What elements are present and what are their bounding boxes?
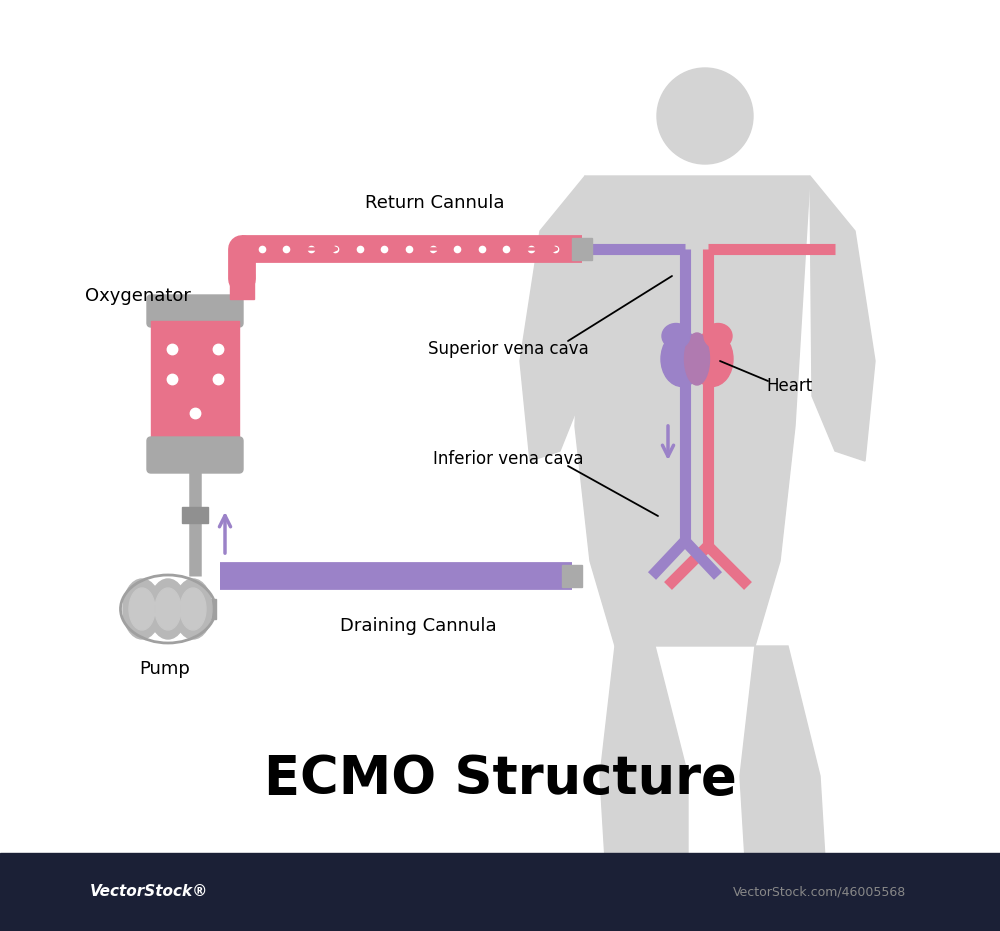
Bar — [230, 274, 254, 299]
Polygon shape — [575, 176, 810, 646]
Ellipse shape — [691, 331, 733, 386]
Bar — [151, 321, 239, 443]
Ellipse shape — [704, 323, 732, 348]
Text: Draining Cannula: Draining Cannula — [340, 617, 496, 635]
Text: Pump: Pump — [140, 660, 190, 678]
Bar — [182, 507, 208, 523]
Text: ECMO Structure: ECMO Structure — [264, 753, 736, 805]
Ellipse shape — [155, 588, 181, 630]
FancyBboxPatch shape — [562, 565, 582, 587]
FancyBboxPatch shape — [147, 295, 243, 327]
Ellipse shape — [684, 333, 710, 385]
Bar — [0, 853, 1000, 931]
Ellipse shape — [123, 579, 161, 639]
Ellipse shape — [129, 588, 155, 630]
Text: VectorStock.com/46005568: VectorStock.com/46005568 — [733, 885, 907, 898]
Polygon shape — [810, 176, 875, 461]
Polygon shape — [740, 646, 825, 871]
Ellipse shape — [174, 579, 212, 639]
Bar — [188, 599, 216, 619]
Ellipse shape — [662, 323, 690, 348]
Text: Return Cannula: Return Cannula — [365, 194, 505, 212]
Text: VectorStock®: VectorStock® — [90, 884, 208, 899]
Ellipse shape — [180, 588, 206, 630]
Text: Inferior vena cava: Inferior vena cava — [433, 450, 583, 468]
Polygon shape — [600, 646, 688, 871]
Ellipse shape — [149, 579, 187, 639]
Text: Oxygenator: Oxygenator — [85, 287, 191, 305]
Text: Heart: Heart — [767, 377, 813, 395]
Polygon shape — [520, 176, 585, 461]
FancyBboxPatch shape — [147, 437, 243, 473]
Circle shape — [657, 68, 753, 164]
Ellipse shape — [661, 331, 703, 386]
Text: Superior vena cava: Superior vena cava — [428, 340, 588, 358]
FancyBboxPatch shape — [572, 238, 592, 260]
